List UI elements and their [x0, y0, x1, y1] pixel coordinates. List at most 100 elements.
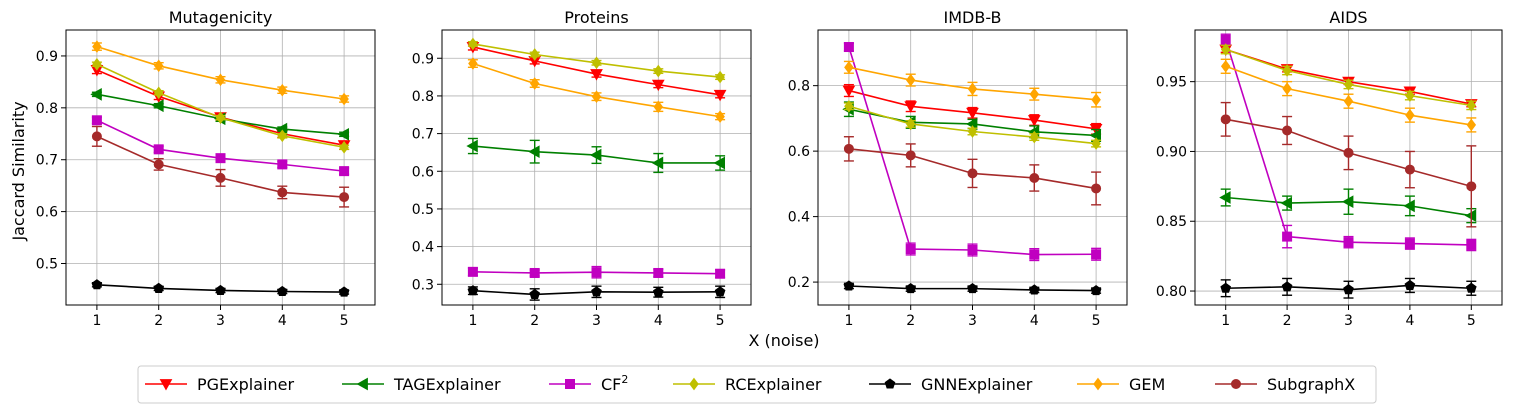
y-tick-label: 0.5: [36, 256, 58, 272]
y-tick-label: 0.5: [412, 202, 434, 218]
data-point: [1091, 249, 1102, 260]
data-point: [591, 286, 602, 297]
data-point: [713, 156, 725, 170]
data-point: [1028, 284, 1040, 295]
legend-entry-tagexplainer: TAGExplainer: [342, 375, 501, 394]
legend-label-cf2-sup: 2: [621, 373, 628, 386]
data-point: [715, 70, 725, 84]
data-point: [277, 159, 288, 170]
series-gnnexplainer: [91, 279, 350, 297]
legend-swatch-marker-subgraphx: [1231, 379, 1241, 389]
data-point: [1465, 282, 1477, 293]
data-point: [277, 83, 288, 97]
x-tick-label: 1: [844, 313, 853, 329]
y-tick-label: 0.4: [788, 210, 810, 226]
data-point: [966, 107, 979, 120]
panel-title: IMDB-B: [944, 8, 1002, 27]
data-point: [91, 115, 102, 126]
legend-entry-subgraphx: SubgraphX: [1215, 375, 1355, 394]
data-point: [591, 90, 602, 104]
data-point: [1404, 279, 1416, 291]
data-point: [1219, 191, 1231, 204]
x-tick-label: 1: [92, 313, 101, 329]
data-point: [713, 89, 727, 102]
series-tagexplainer: [466, 137, 726, 174]
data-point: [339, 166, 350, 177]
legend-entry-gem: GEM: [1077, 375, 1165, 394]
data-point: [1466, 99, 1477, 112]
legend-swatch-gem: [1077, 377, 1119, 391]
data-point: [842, 85, 856, 98]
data-point: [967, 82, 978, 96]
data-point: [466, 139, 478, 153]
series-gnnexplainer: [1220, 277, 1477, 299]
data-point: [1029, 249, 1040, 260]
x-tick-label: 2: [530, 313, 539, 329]
data-point: [529, 77, 540, 90]
legend-swatch-rcexplainer: [673, 377, 715, 391]
legend-label-tagexplainer: TAGExplainer: [393, 375, 501, 394]
legend-swatch-gnnexplainer: [869, 378, 911, 389]
y-tick-label: 0.7: [36, 153, 58, 169]
y-tick-label: 0.8: [36, 101, 58, 117]
panel-title: Mutagenicity: [169, 8, 273, 27]
legend-swatch-marker-rcexplainer: [689, 377, 699, 391]
data-point: [215, 73, 226, 87]
data-point: [1343, 78, 1354, 91]
x-tick-label: 2: [906, 313, 915, 329]
data-point: [92, 40, 102, 53]
data-point: [1091, 93, 1101, 107]
x-tick-label: 5: [340, 313, 349, 329]
legend-entry-cf2: CF2: [549, 373, 628, 394]
data-point: [653, 267, 664, 278]
data-point: [1029, 87, 1040, 101]
x-tick-label: 5: [716, 313, 725, 329]
data-point: [467, 285, 479, 296]
y-tick-label: 0.95: [1156, 75, 1187, 91]
x-tick-label: 4: [654, 313, 663, 329]
x-tick-label: 3: [968, 313, 977, 329]
legend-swatch-cf2: [549, 379, 591, 389]
y-tick-label: 0.8: [788, 79, 810, 95]
legend-label-cf2-base: CF: [601, 375, 621, 394]
data-point: [1343, 94, 1354, 108]
series-cf: [91, 115, 350, 177]
data-point: [1027, 115, 1041, 127]
x-tick-label: 3: [592, 313, 601, 329]
data-point: [651, 79, 665, 92]
x-tick-label: 2: [1283, 313, 1292, 329]
x-axis-label: X (noise): [748, 331, 819, 350]
data-point: [905, 117, 916, 131]
legend-entry-pgexplainer: PGExplainer: [145, 375, 294, 394]
data-point: [905, 283, 917, 294]
data-point: [843, 280, 855, 291]
data-point: [153, 144, 164, 155]
data-point: [91, 279, 103, 290]
data-point: [967, 125, 978, 138]
data-point: [1091, 183, 1102, 194]
data-point: [528, 145, 540, 159]
legend-swatch-tagexplainer: [342, 377, 384, 391]
y-tick-label: 0.3: [412, 277, 434, 293]
data-point: [153, 282, 165, 293]
panel-proteins: Proteins 1 2 3 4 5 0.3 0.4 0.5 0.6 0.7 0.8 0.9: [412, 8, 752, 329]
data-point: [1280, 196, 1292, 210]
legend-label-gnnexplainer: GNNExplainer: [921, 375, 1033, 394]
data-point: [339, 192, 350, 203]
x-tick-label: 5: [1092, 313, 1101, 329]
y-tick-label: 0.85: [1156, 214, 1187, 230]
data-point: [905, 244, 916, 255]
data-point: [91, 131, 102, 142]
data-point: [215, 111, 226, 125]
data-point: [714, 286, 726, 297]
legend-swatch-pgexplainer: [145, 379, 187, 391]
data-point: [715, 268, 726, 279]
x-tick-label: 2: [154, 313, 163, 329]
series-subgraphx: [843, 136, 1102, 206]
data-point: [967, 168, 978, 179]
data-point: [1091, 137, 1101, 150]
legend-label-subgraphx: SubgraphX: [1267, 375, 1355, 394]
data-point: [1029, 130, 1040, 144]
data-point: [277, 129, 288, 143]
